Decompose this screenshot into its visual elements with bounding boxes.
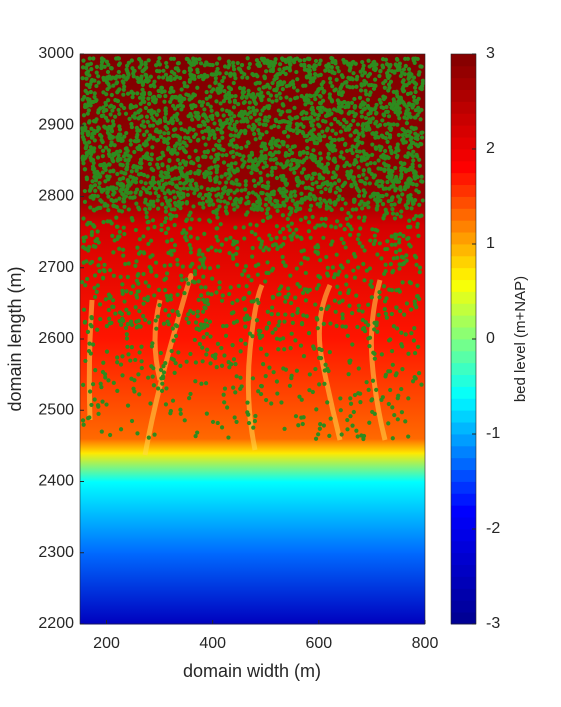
x-tick-label: 800 [412, 635, 439, 652]
bed-segment [80, 481, 425, 554]
colorbar-tick-label: -2 [486, 520, 500, 537]
y-tick-label: 3000 [38, 45, 74, 62]
x-tick-label: 600 [305, 635, 332, 652]
colorbar-tick-label: 0 [486, 330, 495, 347]
x-axis-label: domain width (m) [183, 661, 321, 681]
y-tick-label: 2700 [38, 259, 74, 276]
x-tick-label: 200 [93, 635, 120, 652]
bed-segment [80, 453, 425, 482]
y-tick-label: 2600 [38, 330, 74, 347]
y-tick-label: 2300 [38, 544, 74, 561]
y-tick-label: 2400 [38, 473, 74, 490]
y-tick-label: 2900 [38, 116, 74, 133]
colorbar-tick-label: 2 [486, 140, 495, 157]
colorbar-tick-label: 1 [486, 235, 495, 252]
y-tick-label: 2200 [38, 615, 74, 632]
y-tick-label: 2800 [38, 188, 74, 205]
x-tick-label: 400 [199, 635, 226, 652]
y-axis-label: domain length (m) [5, 266, 25, 411]
vegetation [79, 56, 426, 442]
colorbar-tick-label: -3 [486, 615, 500, 632]
colorbar-label: bed level (m+NAP) [512, 276, 529, 402]
colorbar-tick-label: -1 [486, 425, 500, 442]
bed-segment [80, 552, 425, 625]
colorbar-tick-label: 3 [486, 45, 495, 62]
y-tick-label: 2500 [38, 401, 74, 418]
